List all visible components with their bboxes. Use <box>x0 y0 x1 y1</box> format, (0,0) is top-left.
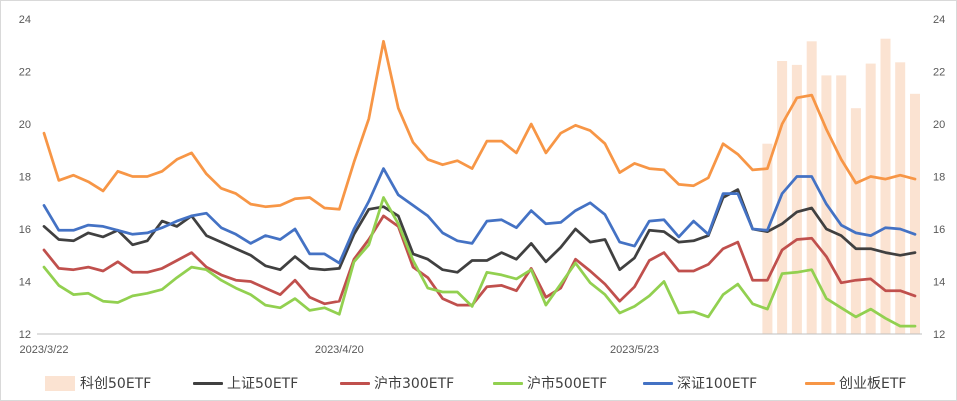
y-tick-label-left: 18 <box>19 172 31 184</box>
legend-label: 沪市300ETF <box>374 376 455 392</box>
series-line-2 <box>42 214 917 307</box>
bar-series-0-point-56 <box>865 63 876 334</box>
bar-series-0-point-54 <box>836 75 847 335</box>
y-tick-label-left: 24 <box>19 14 31 26</box>
y-tick-label-left: 16 <box>19 224 31 236</box>
chart-plot: 12 14 16 18 20 22 24 12 14 16 18 20 22 24 2023/3/22 202… <box>19 14 946 356</box>
bar-series-0-point-50 <box>777 61 788 334</box>
legend: 科创50ETF 上证50ETF 沪市300ETF 沪市500ETF 深证100E… <box>1 372 956 394</box>
series-line-5 <box>42 39 917 211</box>
bar-series-0-point-58 <box>895 62 906 335</box>
series-line-3 <box>42 196 917 328</box>
y-tick-label-right: 12 <box>933 329 945 341</box>
series-line-4 <box>42 167 917 265</box>
legend-item-0: 科创50ETF <box>45 372 151 394</box>
legend-item-5: 创业板ETF <box>805 372 906 394</box>
legend-label: 沪市500ETF <box>527 376 608 392</box>
y-tick-label-left: 14 <box>19 277 31 289</box>
y-tick-label-right: 14 <box>933 277 945 289</box>
bar-series-0-point-51 <box>791 64 802 335</box>
legend-label: 上证50ETF <box>227 376 299 392</box>
y-tick-label-right: 16 <box>933 224 945 236</box>
legend-swatch-line <box>193 381 223 385</box>
bar-series-0-point-59 <box>910 93 920 334</box>
bar-series-0-point-55 <box>850 108 861 334</box>
y-tick-label-right: 24 <box>933 14 945 26</box>
bar-series-0-point-49 <box>762 143 773 334</box>
legend-swatch-line <box>805 381 835 385</box>
bar-series-0-point-52 <box>806 41 817 335</box>
y-tick-label-right: 20 <box>933 119 945 131</box>
legend-item-3: 沪市500ETF <box>493 372 607 394</box>
x-tick-label: 2023/5/23 <box>610 344 659 356</box>
y-tick-label-left: 20 <box>19 119 31 131</box>
legend-swatch-line <box>340 381 370 385</box>
legend-item-4: 深证100ETF <box>643 372 757 394</box>
legend-item-1: 上证50ETF <box>193 372 298 394</box>
legend-label: 创业板ETF <box>839 376 907 392</box>
y-tick-label-right: 22 <box>933 67 945 79</box>
legend-swatch-line <box>493 381 523 385</box>
y-tick-label-left: 22 <box>19 67 31 79</box>
y-tick-label-left: 12 <box>19 329 31 341</box>
y-tick-label-right: 18 <box>933 172 945 184</box>
bar-series-0-point-57 <box>880 38 891 334</box>
legend-label: 深证100ETF <box>677 376 758 392</box>
legend-label: 科创50ETF <box>80 376 152 392</box>
legend-item-2: 沪市300ETF <box>340 372 454 394</box>
legend-swatch-bar <box>45 375 75 391</box>
x-tick-label: 2023/4/20 <box>315 344 364 356</box>
legend-swatch-line <box>643 381 673 385</box>
x-tick-label: 2023/3/22 <box>20 344 69 356</box>
